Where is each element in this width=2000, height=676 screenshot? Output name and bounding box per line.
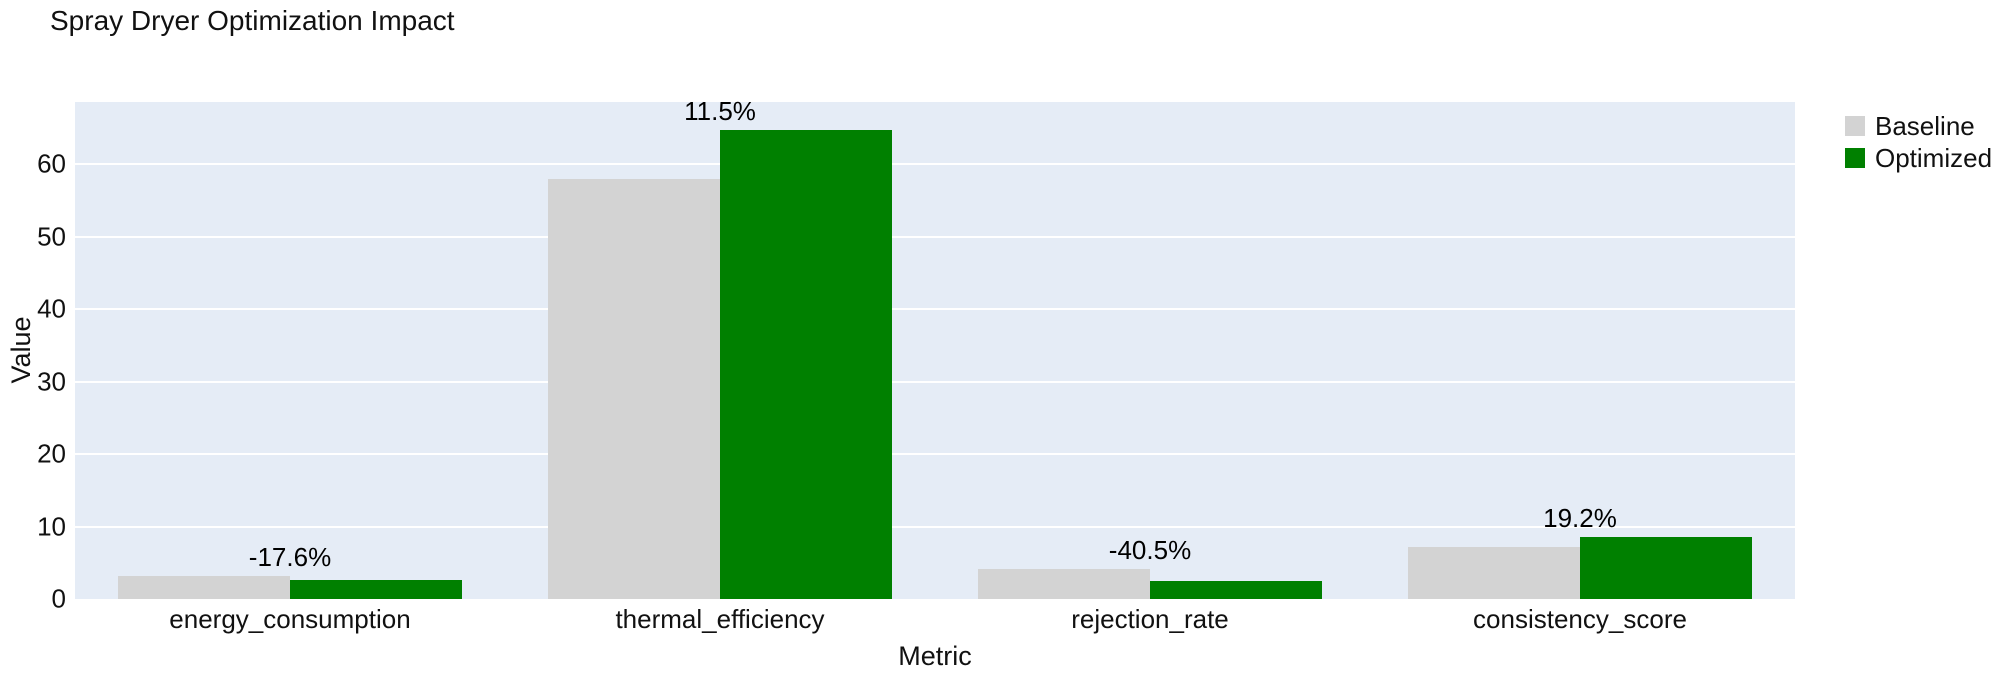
gridline-y-50 — [75, 235, 1795, 238]
legend: Baseline Optimized — [1845, 110, 1992, 174]
legend-label-optimized: Optimized — [1875, 142, 1993, 173]
x-tick-label-energy_consumption: energy_consumption — [169, 604, 411, 634]
bar-baseline-thermal_efficiency — [548, 178, 720, 599]
y-tick-label-20: 20 — [37, 438, 66, 469]
gridline-y-60 — [75, 163, 1795, 166]
legend-swatch-baseline — [1845, 116, 1865, 136]
y-tick-label-60: 60 — [37, 148, 66, 179]
gridline-y-40 — [75, 308, 1795, 311]
x-tick-label-thermal_efficiency: thermal_efficiency — [615, 604, 825, 634]
bar-optimized-thermal_efficiency — [720, 130, 892, 599]
bar-optimized-rejection_rate — [1150, 580, 1322, 599]
gridline-y-30 — [75, 380, 1795, 383]
bar-baseline-energy_consumption — [118, 575, 290, 599]
x-tick-label-consistency_score: consistency_score — [1473, 604, 1687, 634]
bar-label-thermal_efficiency: 11.5% — [684, 96, 756, 127]
chart-title: Spray Dryer Optimization Impact — [50, 5, 455, 36]
y-tick-label-10: 10 — [37, 511, 66, 542]
legend-item-optimized: Optimized — [1845, 142, 1992, 174]
bar-optimized-energy_consumption — [290, 579, 462, 599]
bar-baseline-rejection_rate — [978, 568, 1150, 599]
bar-label-energy_consumption: -17.6% — [248, 541, 332, 572]
gridline-y-10 — [75, 525, 1795, 528]
plot-background — [75, 102, 1795, 599]
x-axis-title: Metric — [898, 641, 972, 671]
legend-swatch-optimized — [1845, 148, 1865, 168]
plot-area: -17.6% 11.5% -40.5% 19.2% — [75, 96, 1795, 599]
bar-baseline-consistency_score — [1408, 546, 1580, 599]
legend-item-baseline: Baseline — [1845, 110, 1992, 142]
y-tick-label-40: 40 — [37, 293, 66, 324]
bar-optimized-consistency_score — [1580, 536, 1752, 599]
y-tick-label-50: 50 — [37, 221, 66, 252]
bar-label-consistency_score: 19.2% — [1543, 502, 1617, 533]
legend-label-baseline: Baseline — [1875, 110, 1975, 141]
x-tick-label-rejection_rate: rejection_rate — [1071, 604, 1229, 634]
y-tick-label-0: 0 — [51, 583, 66, 614]
gridline-y-20 — [75, 453, 1795, 456]
bar-label-rejection_rate: -40.5% — [1108, 534, 1192, 565]
y-tick-label-30: 30 — [37, 366, 66, 397]
